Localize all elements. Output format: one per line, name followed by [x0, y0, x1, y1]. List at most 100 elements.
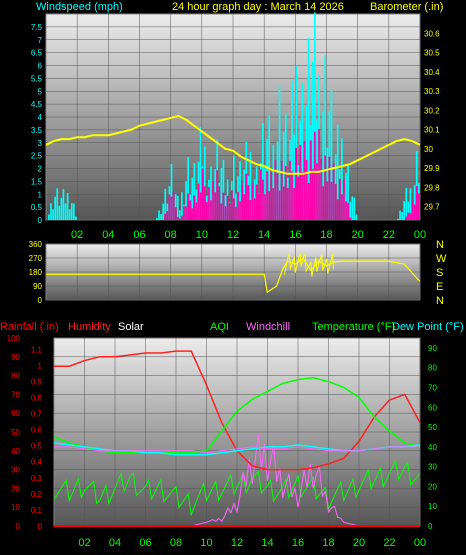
- baro-y-tick: 30.6: [424, 29, 440, 38]
- gust-bar: [257, 193, 260, 220]
- temperature-y-tick: 40: [428, 443, 437, 452]
- rain-y-tick: 0.4: [31, 458, 43, 467]
- wind-bar: [349, 201, 352, 220]
- wind-x-tick: 14: [258, 229, 270, 241]
- temperature-y-tick: 20: [428, 482, 437, 491]
- wind-bar: [191, 177, 194, 220]
- wind-bar: [262, 123, 264, 220]
- wind-y-tick: 5: [38, 87, 43, 96]
- wind-y-tick: 2.5: [31, 152, 43, 161]
- gust-bar: [320, 158, 322, 220]
- gust-bar: [164, 213, 167, 220]
- baro-y-tick: 29.7: [424, 203, 440, 212]
- baro-y-tick: 30.5: [424, 49, 440, 58]
- wind-bar: [187, 157, 189, 220]
- gust-bar: [203, 186, 206, 220]
- rain-y-tick: 0.6: [31, 426, 43, 435]
- wind-y-tick: 7.5: [31, 23, 43, 32]
- gust-bar: [239, 201, 241, 220]
- wind-bar: [322, 111, 325, 220]
- gust-bar: [187, 193, 189, 220]
- gust-bar: [241, 184, 243, 220]
- wind-bar: [293, 134, 295, 220]
- gust-bar: [338, 178, 341, 220]
- wind-bar: [278, 86, 281, 220]
- wind-bar: [282, 132, 285, 220]
- wind-x-tick: 08: [165, 229, 177, 241]
- gust-bar: [178, 218, 181, 220]
- wind-bar: [170, 164, 173, 220]
- temperature-x-ticks: 02 04 06 08 10 12 14 16 18 20 22 00: [78, 537, 426, 549]
- temperature-y-ticks: 0 10 20 30 40 50 60 70 80 90: [428, 344, 437, 531]
- gust-bar: [260, 169, 262, 220]
- gust-bar: [268, 191, 270, 220]
- wind-bar: [314, 12, 316, 220]
- direction-fluctuation: [283, 252, 334, 277]
- gust-bar: [212, 181, 214, 220]
- wind-y-tick: 3: [38, 139, 43, 148]
- wind-bar: [48, 214, 50, 220]
- wind-y-tick: 7: [38, 36, 43, 45]
- barometer-series-line: [45, 114, 421, 175]
- wind-x-tick: 10: [196, 229, 208, 241]
- gust-bar: [185, 206, 187, 220]
- rain-y-tick: 0.7: [31, 410, 43, 419]
- direction-y-tick: 90: [33, 282, 42, 291]
- gust-bar: [270, 171, 273, 220]
- gust-bar: [287, 188, 289, 220]
- graph-title: 24 hour graph day : March 14 2026: [172, 1, 344, 13]
- solar-legend: Solar: [118, 321, 144, 333]
- windchill-legend: Windchill: [246, 321, 290, 333]
- gust-bar: [191, 208, 194, 220]
- gust-bar: [318, 129, 320, 220]
- wind-bar: [178, 210, 181, 220]
- wind-bar: [409, 188, 412, 220]
- wind-bar: [336, 124, 339, 220]
- gust-bar: [336, 199, 339, 220]
- gust-bar: [243, 194, 246, 220]
- humidity-y-tick: 60: [11, 409, 20, 418]
- humidity-y-tick: 100: [7, 334, 21, 343]
- baro-y-ticks: 29.7 29.8 29.9 30 30.1 30.2 30.3 30.4 30.5 30.6: [424, 29, 440, 211]
- temperature-x-tick: 14: [261, 537, 273, 549]
- humidity-y-ticks: 0 10 20 30 40 50 60 70 80 90 100: [7, 334, 21, 531]
- wind-x-tick: 04: [102, 229, 114, 241]
- gust-bar: [415, 186, 418, 220]
- gust-bar: [168, 194, 171, 220]
- wind-bar: [210, 166, 212, 220]
- gust-bar: [172, 191, 175, 220]
- aqi-legend: AQI: [210, 321, 229, 333]
- gust-bar: [264, 194, 266, 220]
- gust-bar: [297, 176, 300, 220]
- gust-bar: [233, 198, 235, 220]
- baro-y-tick: 29.9: [424, 164, 440, 173]
- direction-y-tick: 270: [29, 254, 43, 263]
- wind-bar: [64, 203, 67, 220]
- rain-y-tick: 0.5: [31, 442, 43, 451]
- wind-bar: [73, 203, 75, 220]
- wind-x-ticks: 02 04 06 08 10 12 14 16 18 20 22 00: [71, 229, 426, 241]
- gust-bar: [262, 179, 264, 220]
- wind-bar: [156, 217, 158, 220]
- gust-bar: [291, 171, 293, 220]
- gust-bar: [245, 173, 248, 220]
- gust-bar: [235, 206, 237, 220]
- baro-y-tick: 30.4: [424, 68, 440, 77]
- wind-bar: [176, 195, 179, 220]
- gust-bar: [216, 170, 219, 220]
- wind-bar: [264, 167, 266, 220]
- gust-bar: [272, 188, 275, 220]
- gust-bar: [307, 182, 310, 220]
- wind-y-ticks: 0 0.5 1 1.5 2 2.5 3 3.5 4 4.5 5 5.5 6 6.5 7 7.5: [31, 23, 43, 225]
- temperature-legend: Temperature (°F): [312, 321, 395, 333]
- gust-bar: [214, 192, 216, 220]
- gust-bar: [345, 201, 347, 220]
- temperature-x-tick: 00: [414, 537, 426, 549]
- wind-grid: [46, 14, 421, 221]
- gust-bar: [266, 171, 268, 220]
- gust-bar: [301, 172, 304, 220]
- temperature-x-tick: 22: [383, 537, 395, 549]
- wind-x-tick: 20: [352, 229, 364, 241]
- wind-bar: [70, 203, 73, 220]
